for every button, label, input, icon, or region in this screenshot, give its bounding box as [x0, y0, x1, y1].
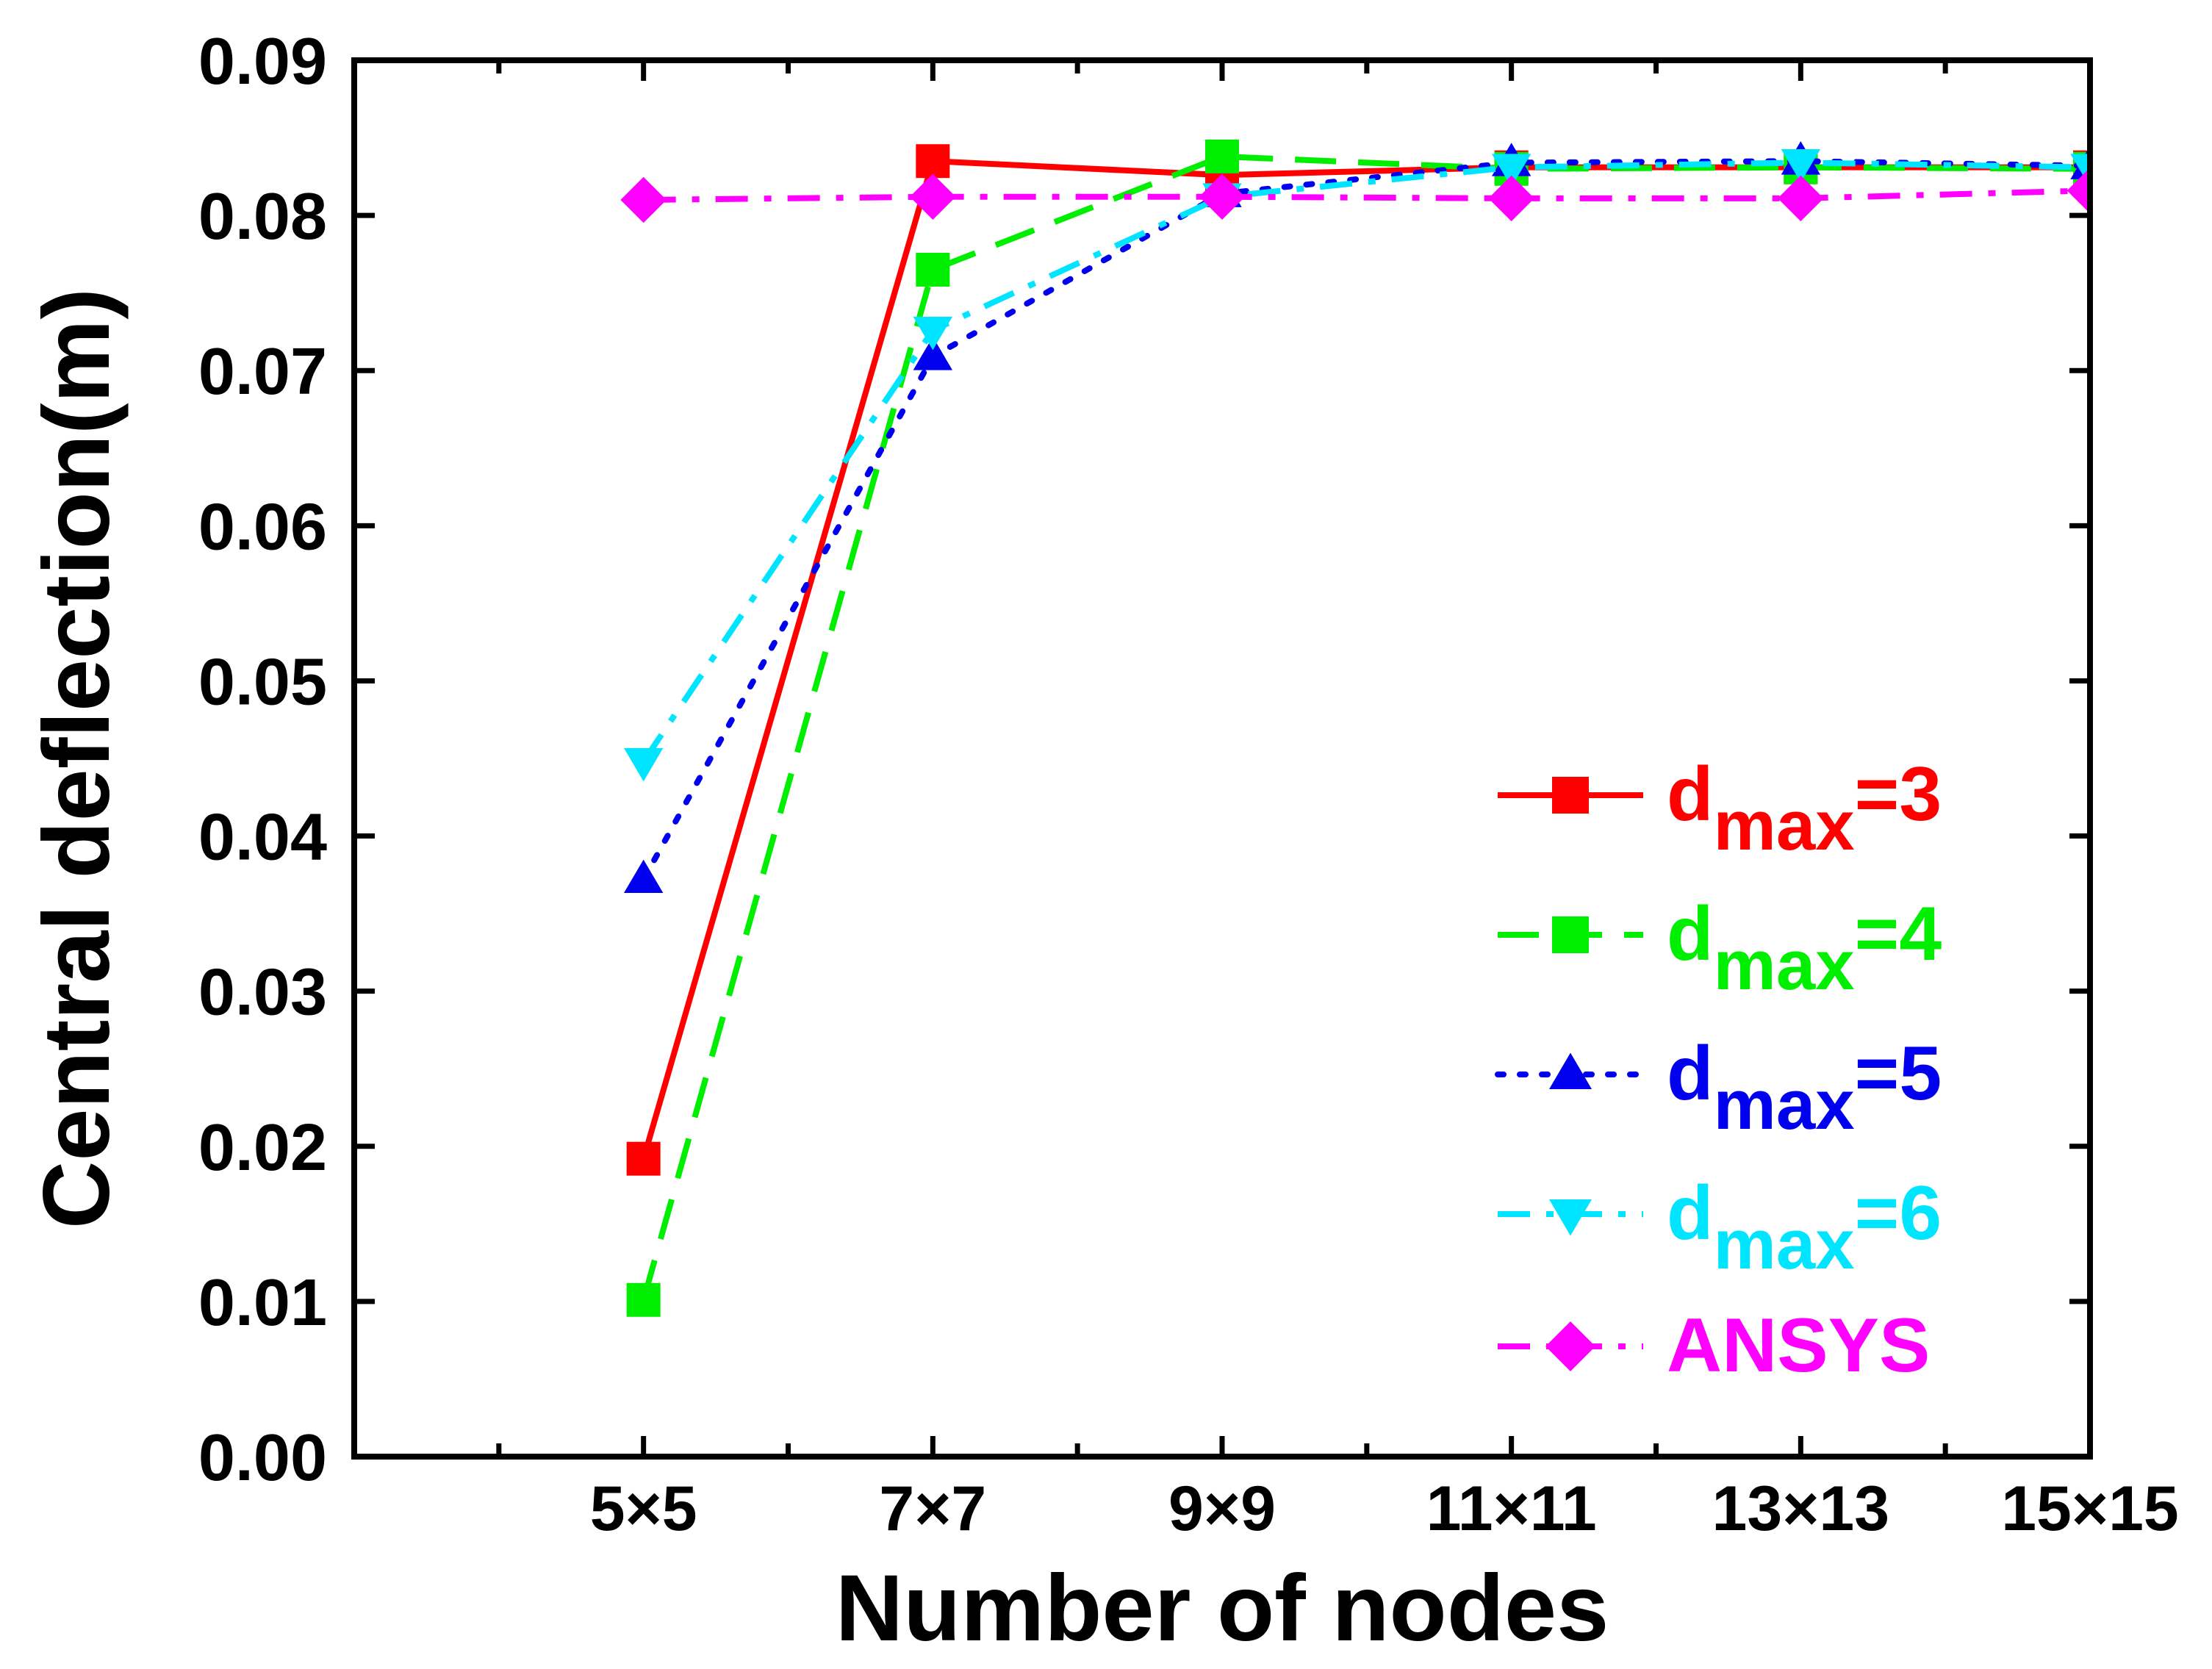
legend-entry: dmax=5 [1495, 1031, 1942, 1144]
y-tick-label: 0.03 [198, 956, 327, 1030]
data-point [1491, 154, 1531, 187]
data-point [1488, 175, 1534, 222]
legend-marker [1549, 1199, 1592, 1236]
y-axis-label: Central deflection(m) [24, 288, 129, 1229]
x-tick-label: 13×13 [1712, 1474, 1890, 1544]
legend-label: dmax=3 [1667, 752, 1942, 865]
legend-label: ANSYS [1667, 1303, 1930, 1388]
data-point [913, 316, 953, 351]
data-point [1778, 175, 1824, 222]
y-tick-label: 0.09 [198, 25, 327, 98]
data-point [623, 747, 664, 782]
y-tick-label: 0.07 [198, 335, 327, 409]
legend-label: dmax=4 [1667, 891, 1942, 1005]
data-point [623, 859, 664, 894]
x-tick-label: 11×11 [1426, 1474, 1597, 1544]
legend-entry: ANSYS [1498, 1303, 1930, 1388]
data-point [916, 253, 950, 287]
x-axis: 5×5 7×7 9×9 11×11 13×13 15×15 [351, 60, 2179, 1544]
data-point [626, 1141, 661, 1176]
x-tick-label: 15×15 [2001, 1474, 2179, 1544]
data-point [916, 144, 950, 179]
x-tick-label: 9×9 [1168, 1474, 1276, 1544]
x-tick-label: 5×5 [590, 1474, 697, 1544]
series-line [640, 153, 2090, 1301]
legend: dmax=3 dmax=4 dmax=5 dmax=6 ANSYS [1495, 752, 1942, 1388]
y-tick-label: 0.02 [198, 1111, 327, 1185]
y-tick-label: 0.01 [198, 1266, 327, 1340]
data-point [1199, 173, 1246, 220]
x-tick-label: 7×7 [879, 1474, 986, 1544]
data-point [626, 1282, 661, 1317]
data-point [1205, 139, 1239, 173]
x-axis-label: Number of nodes [836, 1556, 1609, 1661]
series-line [640, 158, 2090, 1160]
series-4 [623, 148, 2090, 782]
series-line [643, 187, 2090, 203]
legend-marker [1545, 1321, 1595, 1371]
legend-label: dmax=5 [1667, 1031, 1942, 1144]
legend-entry: dmax=6 [1498, 1171, 1942, 1284]
y-tick-label: 0.00 [198, 1421, 327, 1495]
legend-marker [1552, 916, 1589, 953]
y-axis: 0.00 0.01 0.02 0.03 0.04 0.05 0.06 0.07 0.08 0.09 [198, 25, 2090, 1495]
series-2 [626, 139, 2090, 1317]
y-tick-label: 0.06 [198, 490, 327, 564]
legend-label: dmax=6 [1667, 1171, 1942, 1284]
series-layer [620, 139, 2090, 1317]
legend-marker [1549, 1052, 1592, 1089]
data-point [1781, 148, 1821, 183]
legend-marker [1552, 777, 1589, 814]
legend-entry: dmax=4 [1498, 891, 1942, 1005]
data-point [2066, 168, 2090, 214]
series-line [641, 159, 2090, 764]
data-point [913, 337, 953, 370]
data-point [910, 173, 956, 220]
data-point [620, 176, 667, 223]
y-tick-label: 0.04 [198, 801, 327, 875]
y-tick-label: 0.08 [198, 180, 327, 254]
legend-entry: dmax=3 [1498, 752, 1942, 865]
series-1 [626, 144, 2090, 1176]
y-tick-label: 0.05 [198, 645, 327, 719]
series-5 [620, 168, 2090, 223]
